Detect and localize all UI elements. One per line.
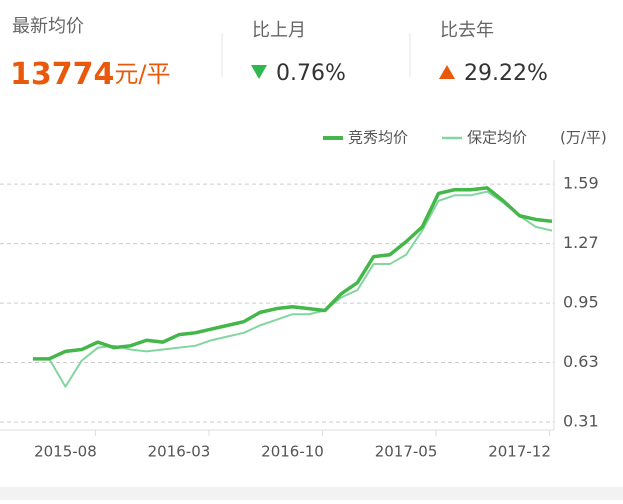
x-tick-label: 2017-12 [488, 443, 551, 461]
latest-number: 13774 [10, 57, 114, 92]
x-tick-label: 2017-05 [375, 443, 438, 461]
mom-value: 0.76% [276, 61, 346, 86]
legend-label: 保定均价 [467, 129, 527, 147]
y-tick-label: 1.27 [563, 233, 599, 252]
series-line [33, 190, 553, 388]
down-arrow [251, 65, 267, 79]
latest-unit: 元/平 [114, 60, 170, 88]
y-unit: (万/平) [560, 129, 607, 147]
y-tick-label: 1.59 [563, 174, 599, 193]
y-tick-label: 0.63 [563, 352, 599, 371]
legend-label: 竞秀均价 [348, 129, 408, 147]
yoy-label: 比去年 [440, 20, 494, 41]
x-tick-label: 2016-03 [148, 443, 211, 461]
series-line [33, 186, 553, 361]
x-tick-label: 2015-08 [34, 443, 97, 461]
x-tick-label: 2016-10 [261, 443, 324, 461]
up-arrow [439, 65, 455, 79]
latest-label: 最新均价 [12, 16, 84, 37]
yoy-value: 29.22% [464, 61, 548, 86]
footer-bar [0, 487, 623, 500]
mom-label: 比上月 [252, 20, 306, 41]
y-tick-label: 0.95 [563, 293, 599, 312]
latest-value: 13774元/平 [10, 57, 170, 92]
y-tick-label: 0.31 [563, 412, 599, 431]
